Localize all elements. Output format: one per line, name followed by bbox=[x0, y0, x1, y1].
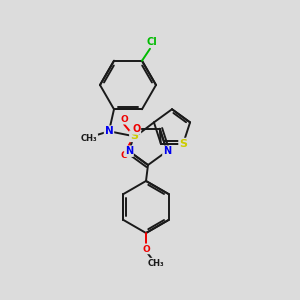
Text: N: N bbox=[105, 126, 113, 136]
Text: CH₃: CH₃ bbox=[148, 259, 164, 268]
Text: O: O bbox=[142, 244, 150, 253]
Text: O: O bbox=[120, 115, 128, 124]
Text: Cl: Cl bbox=[147, 37, 158, 47]
Text: O: O bbox=[120, 151, 128, 160]
Text: N: N bbox=[163, 146, 171, 156]
Text: N: N bbox=[125, 146, 133, 156]
Text: CH₃: CH₃ bbox=[81, 134, 97, 143]
Text: S: S bbox=[130, 131, 138, 141]
Text: S: S bbox=[179, 139, 187, 148]
Text: O: O bbox=[132, 124, 140, 134]
